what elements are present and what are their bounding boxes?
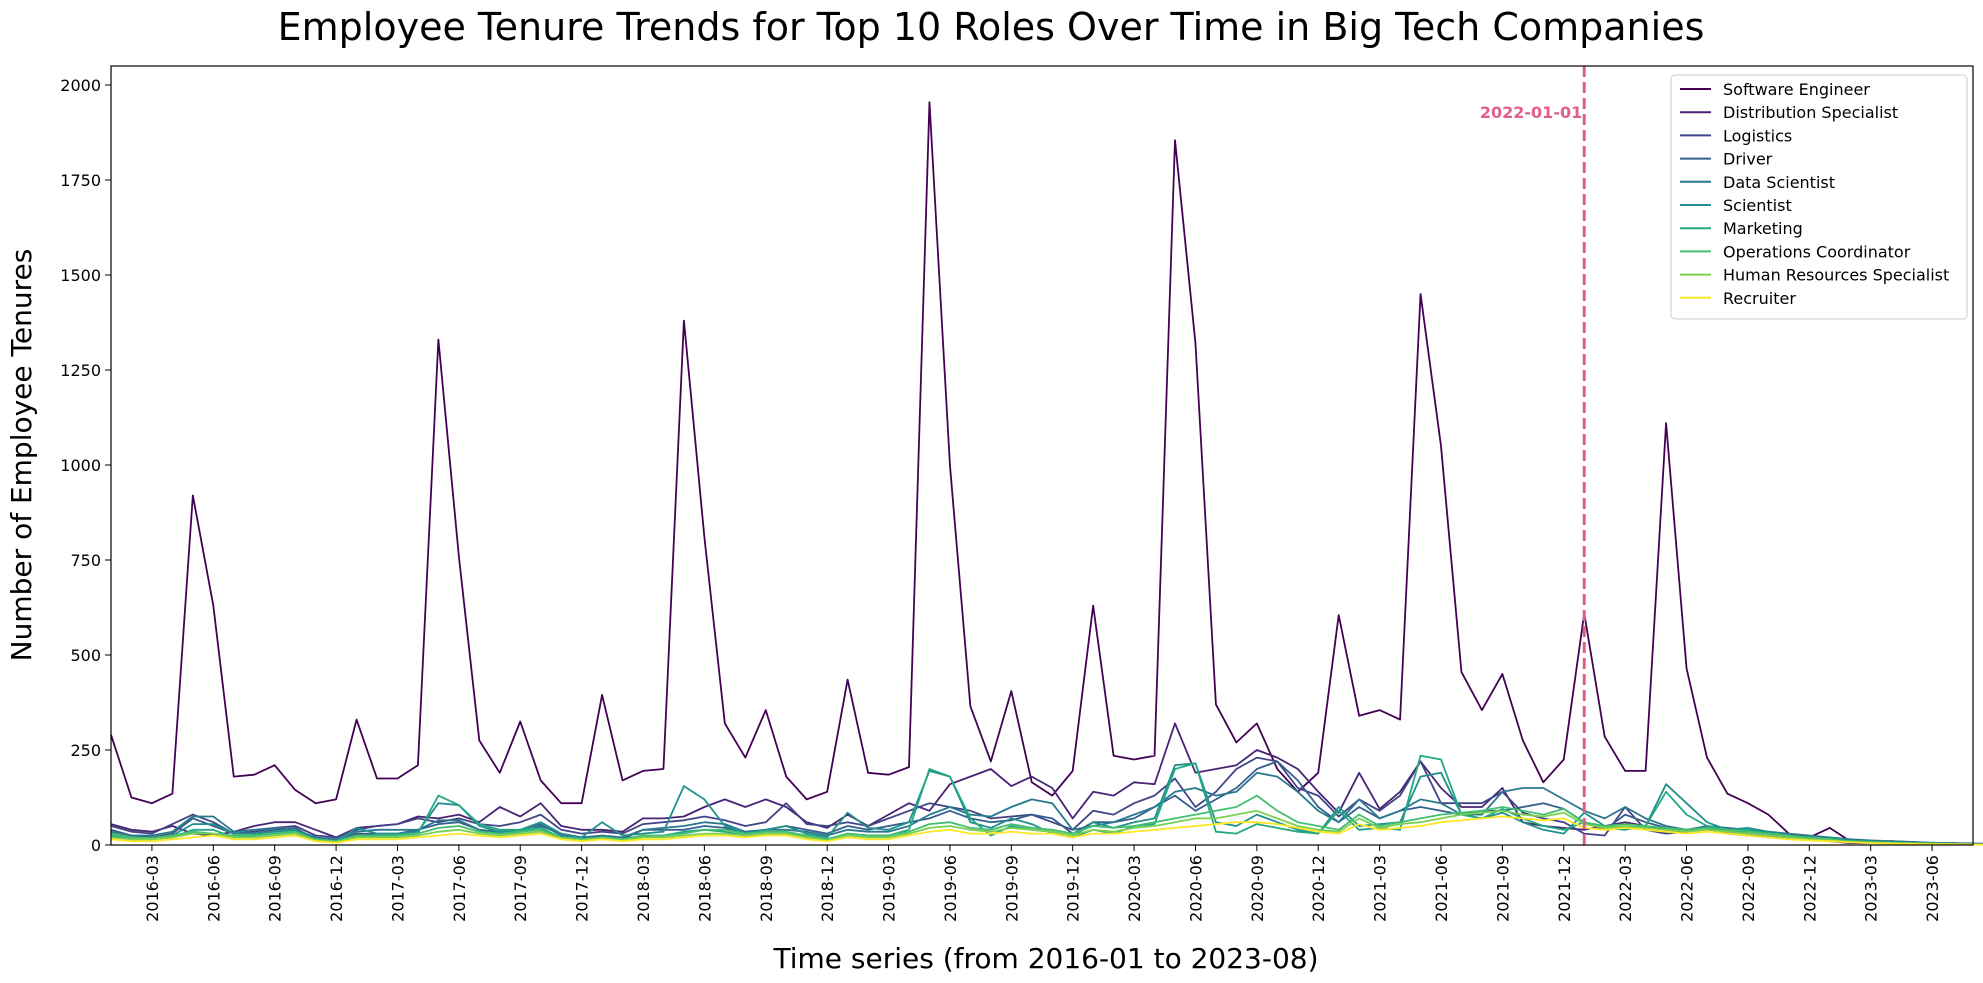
x-tick-label: 2019-09 <box>1002 855 1021 922</box>
x-tick-label: 2020-12 <box>1309 855 1328 922</box>
x-tick-label: 2019-06 <box>941 855 960 922</box>
legend-label: Driver <box>1723 150 1773 169</box>
x-tick-label: 2019-12 <box>1064 855 1083 922</box>
legend-label: Scientist <box>1723 196 1792 215</box>
x-axis-title: Time series (from 2016-01 to 2023-08) <box>772 942 1318 975</box>
x-tick-label: 2017-03 <box>388 855 407 922</box>
y-tick-label: 2000 <box>60 76 101 95</box>
x-tick-label: 2023-06 <box>1923 855 1942 922</box>
x-tick-label: 2017-12 <box>573 855 592 922</box>
y-tick-label: 1750 <box>60 171 101 190</box>
x-tick-label: 2018-09 <box>757 855 776 922</box>
legend-label: Distribution Specialist <box>1723 103 1898 122</box>
x-tick-label: 2018-06 <box>695 855 714 922</box>
legend: Software Engineer Distribution Specialist… <box>1670 74 1968 320</box>
x-tick-label: 2019-03 <box>880 855 899 922</box>
x-tick-label: 2017-09 <box>511 855 530 922</box>
x-tick-label: 2020-09 <box>1248 855 1267 922</box>
x-tick-label: 2016-12 <box>327 855 346 922</box>
x-tick-label: 2021-03 <box>1371 855 1390 922</box>
legend-box <box>1670 74 1968 320</box>
y-tick-label: 1000 <box>60 456 101 475</box>
legend-label: Logistics <box>1723 126 1792 145</box>
plot-area: 2022-01-01 0 250 500 750 1000 1250 1500 1750 2000… <box>60 65 1983 922</box>
series-line-8 <box>110 794 1983 846</box>
x-tick-label: 2016-09 <box>266 855 285 922</box>
series-line-5 <box>110 771 1983 845</box>
y-tick-label: 250 <box>70 741 101 760</box>
y-axis-title: Number of Employee Tenures <box>5 249 38 662</box>
legend-label: Data Scientist <box>1723 173 1835 192</box>
x-tick-label: 2020-03 <box>1125 855 1144 922</box>
series-line-10 <box>110 815 1983 846</box>
y-tick-label: 1500 <box>60 266 101 285</box>
x-tick-label: 2022-12 <box>1800 855 1819 922</box>
x-tick-label: 2018-03 <box>634 855 653 922</box>
y-tick-label: 500 <box>70 646 101 665</box>
series-line-1 <box>110 101 1974 846</box>
legend-label: Recruiter <box>1723 289 1796 308</box>
series-line-7 <box>110 754 1983 846</box>
x-tick-label: 2021-09 <box>1493 855 1512 922</box>
y-tick-label: 750 <box>70 551 101 570</box>
x-tick-label: 2021-06 <box>1432 855 1451 922</box>
legend-label: Software Engineer <box>1723 80 1870 99</box>
x-tick-label: 2016-03 <box>143 855 162 922</box>
annotation-label: 2022-01-01 <box>1480 103 1582 122</box>
x-tick-label: 2017-06 <box>450 855 469 922</box>
x-tick-label: 2020-06 <box>1186 855 1205 922</box>
legend-label: Operations Coordinator <box>1723 242 1911 261</box>
chart-title: Employee Tenure Trends for Top 10 Roles … <box>278 5 1705 49</box>
x-tick-label: 2022-06 <box>1678 855 1697 922</box>
plot-frame <box>110 65 1974 846</box>
legend-label: Marketing <box>1723 219 1803 238</box>
x-tick-label: 2022-03 <box>1616 855 1635 922</box>
series-line-9 <box>110 809 1983 846</box>
x-tick-label: 2023-03 <box>1862 855 1881 922</box>
x-tick-label: 2016-06 <box>204 855 223 922</box>
x-tick-label: 2018-12 <box>818 855 837 922</box>
y-tick-label: 0 <box>91 836 101 855</box>
legend-label: Human Resources Specialist <box>1723 266 1949 285</box>
x-tick-label: 2022-09 <box>1739 855 1758 922</box>
y-tick-label: 1250 <box>60 361 101 380</box>
x-tick-label: 2021-12 <box>1555 855 1574 922</box>
